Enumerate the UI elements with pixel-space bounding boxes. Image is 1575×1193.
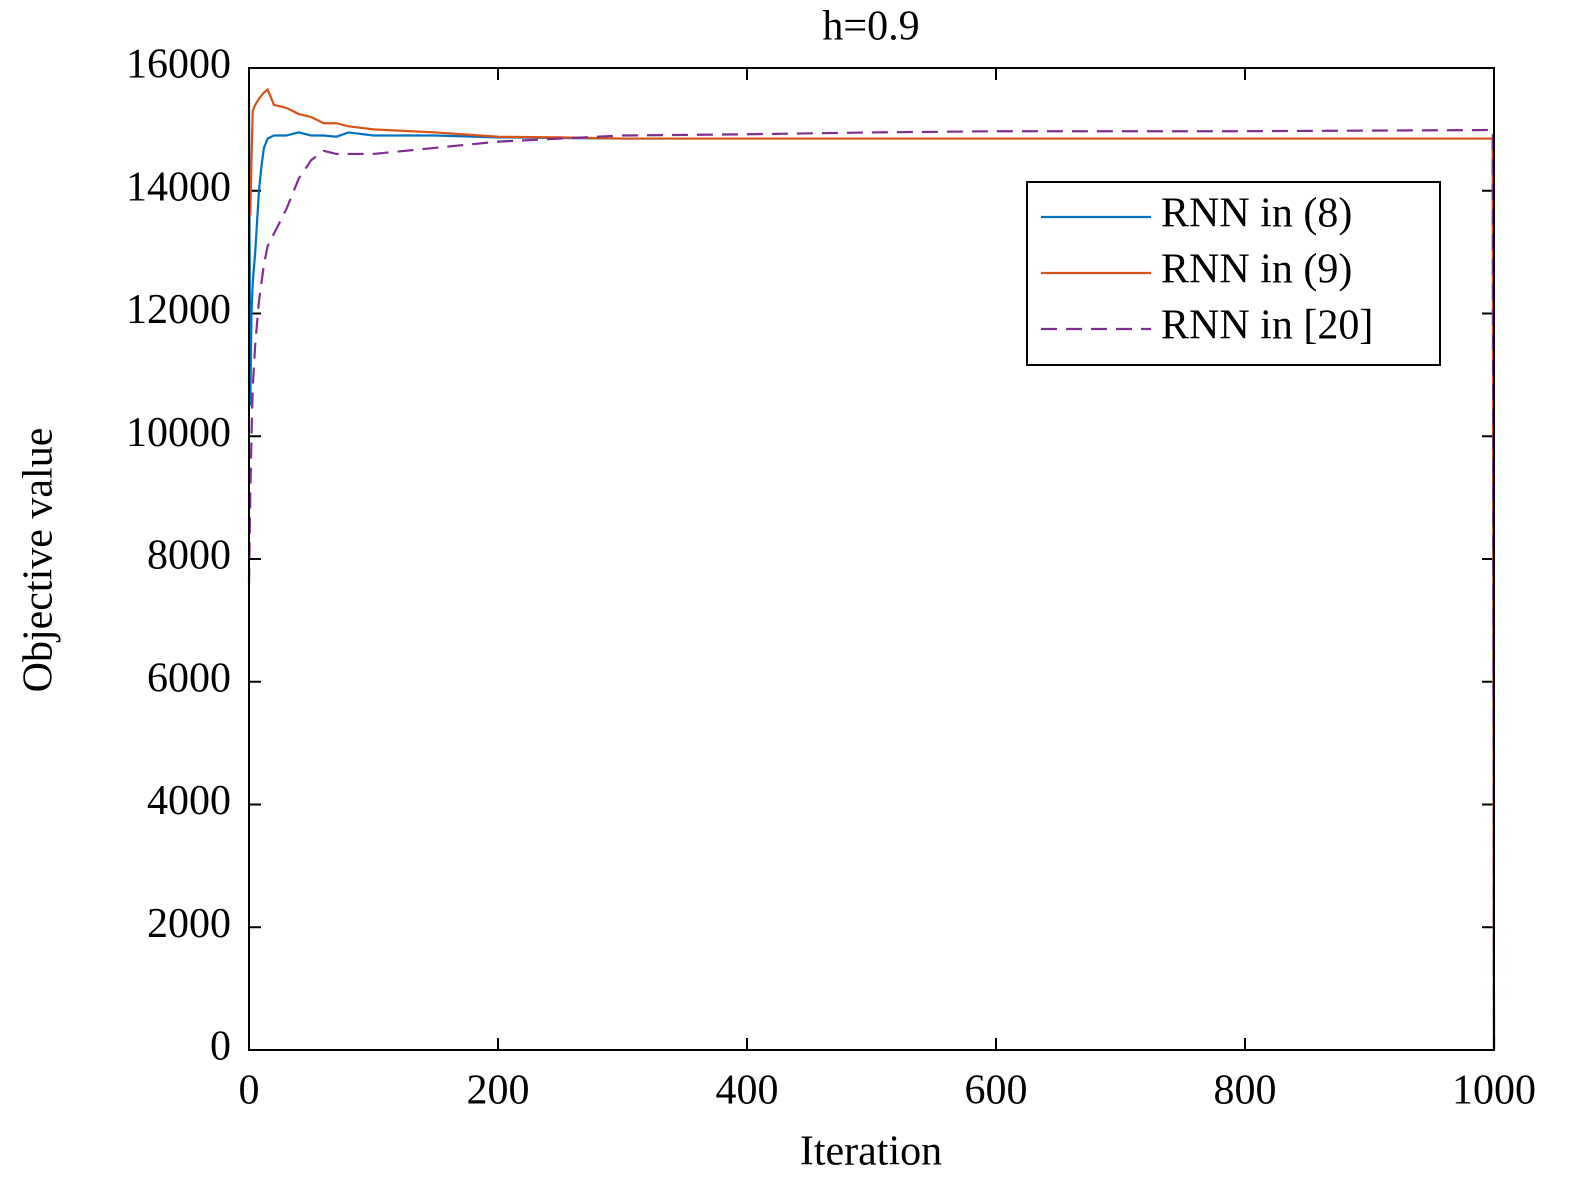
legend-label: RNN in (9) bbox=[1161, 247, 1352, 293]
chart-title: h=0.9 bbox=[822, 4, 919, 50]
y-tick-label: 4000 bbox=[147, 778, 231, 824]
plot-frame bbox=[248, 67, 1495, 1051]
y-tick-label: 6000 bbox=[147, 655, 231, 701]
legend-label: RNN in [20] bbox=[1161, 303, 1373, 349]
x-tick-label: 200 bbox=[467, 1068, 530, 1114]
x-axis-label: Iteration bbox=[800, 1129, 942, 1175]
y-tick-label: 16000 bbox=[126, 42, 231, 88]
data-line bbox=[247, 87, 1496, 1051]
y-axis-label: Objective value bbox=[16, 428, 62, 693]
x-tick-label: 800 bbox=[1214, 1068, 1277, 1114]
x-tick-label: 400 bbox=[716, 1068, 779, 1114]
y-tick-label: 2000 bbox=[147, 901, 231, 947]
data-line bbox=[247, 128, 1496, 1051]
x-tick-label: 1000 bbox=[1452, 1068, 1536, 1114]
y-tick-label: 12000 bbox=[126, 287, 231, 333]
y-tick-label: 8000 bbox=[147, 533, 231, 579]
y-tick-label: 14000 bbox=[126, 164, 231, 210]
y-tick-label: 10000 bbox=[126, 410, 231, 456]
x-tick-label: 600 bbox=[965, 1068, 1028, 1114]
x-tick-label: 0 bbox=[239, 1068, 260, 1114]
y-tick-label: 0 bbox=[210, 1024, 231, 1070]
legend-label: RNN in (8) bbox=[1161, 191, 1352, 237]
